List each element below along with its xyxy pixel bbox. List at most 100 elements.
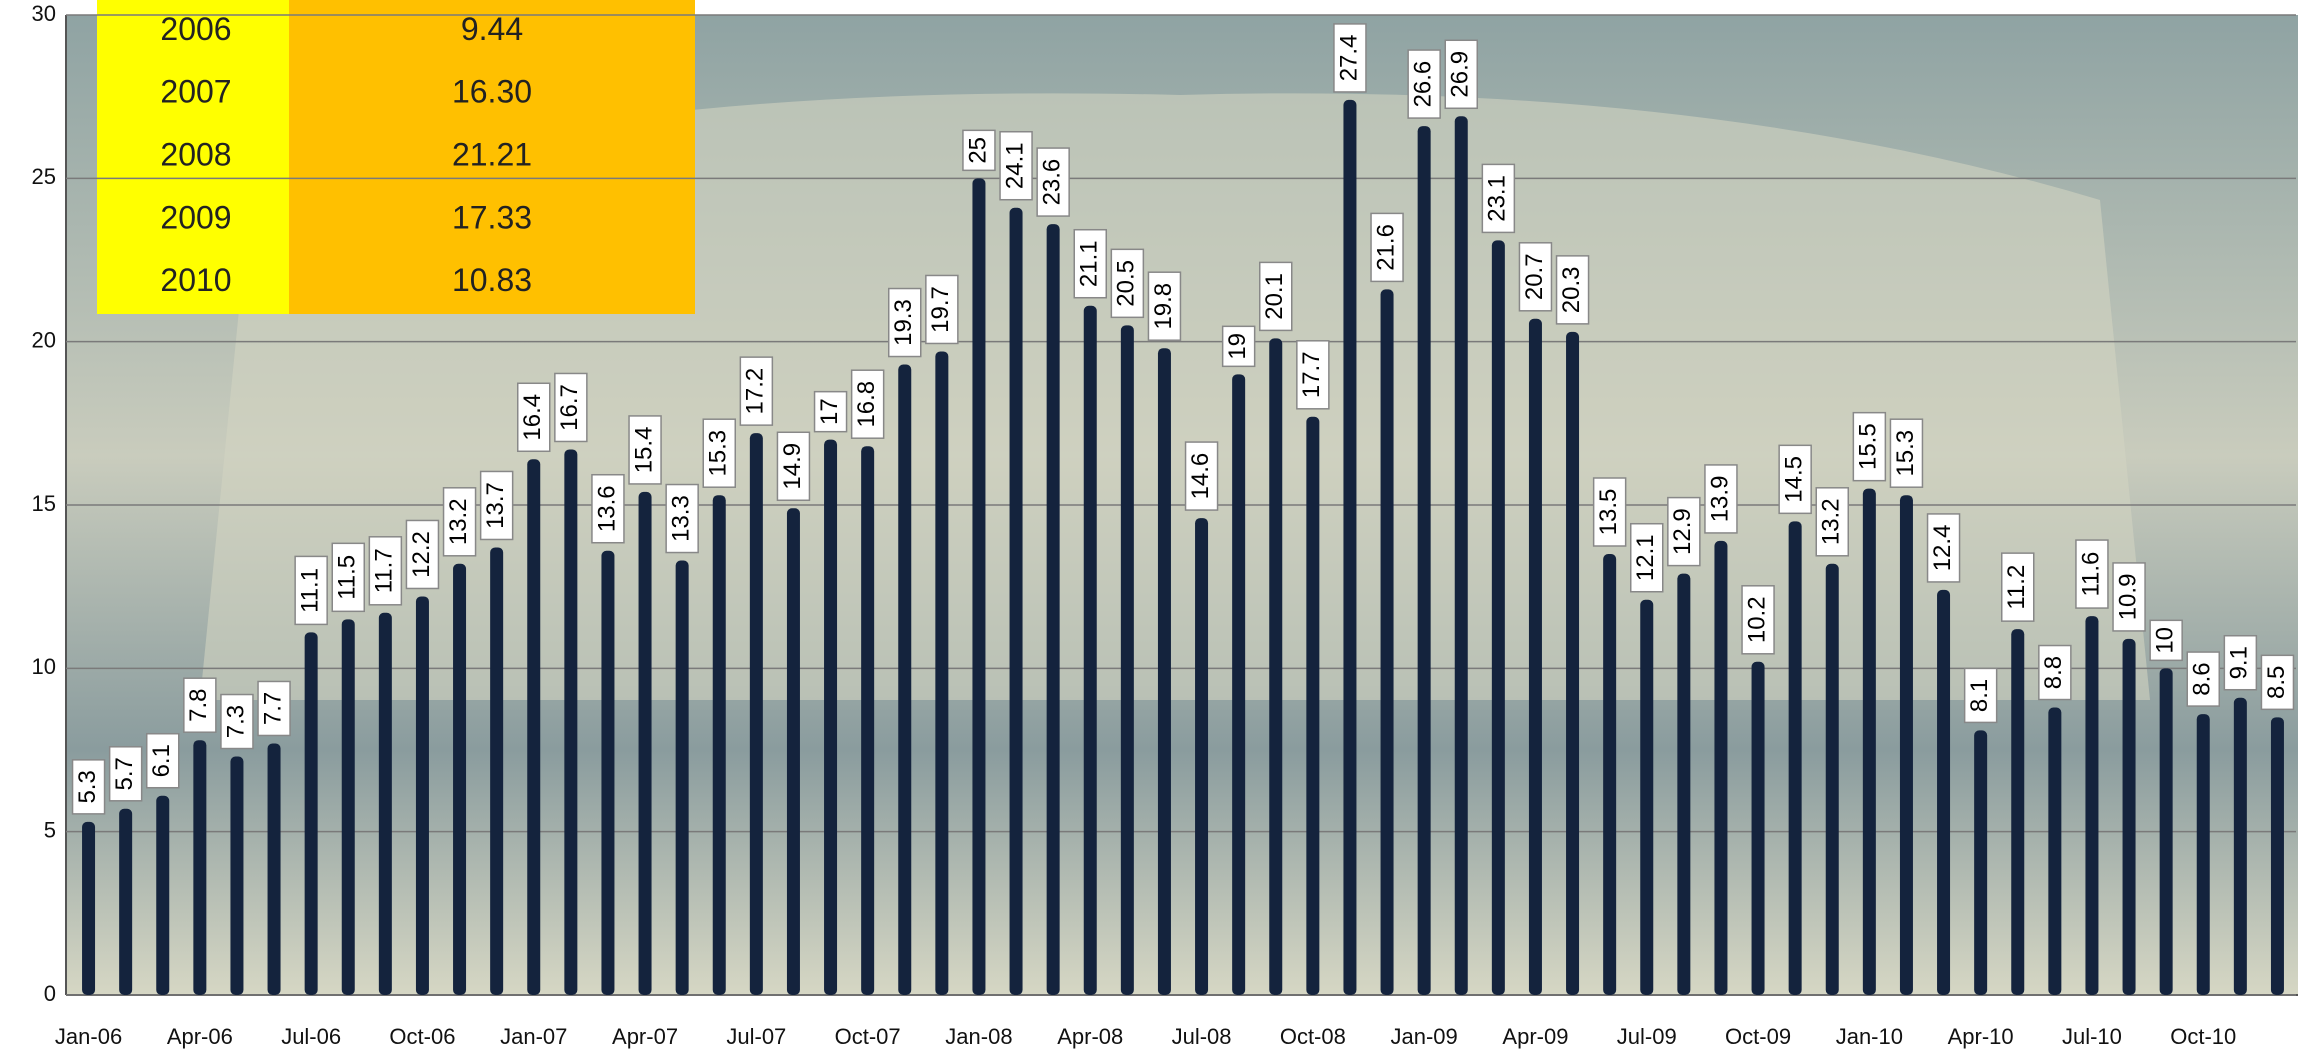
value-label-box (1444, 39, 1478, 110)
value-label: 16.8 (853, 381, 880, 428)
bar (1454, 116, 1468, 996)
bar (1714, 540, 1728, 995)
value-label-box (2038, 644, 2072, 701)
x-tick-label: Jan-06 (55, 1024, 122, 1049)
value-label: 15.3 (1892, 430, 1919, 477)
value-label-box (1036, 147, 1070, 217)
value-label: 11.1 (296, 568, 323, 613)
year-column (97, 0, 289, 314)
bar (786, 508, 800, 995)
bar (935, 351, 949, 995)
value-label: 11.5 (334, 555, 361, 600)
value-label-box (554, 372, 588, 443)
x-tick-label: Apr-09 (1502, 1024, 1568, 1049)
bar (824, 439, 838, 996)
bar (1862, 488, 1876, 995)
value-label: 19.7 (927, 286, 954, 333)
bar (1120, 325, 1134, 995)
value-label: 14.5 (1780, 456, 1807, 503)
x-tick-label: Apr-10 (1948, 1024, 2014, 1049)
value-label: 20.1 (1261, 273, 1288, 320)
value-label-box (331, 542, 365, 613)
value-label: 16.4 (519, 394, 546, 441)
value-label: 10.9 (2114, 574, 2141, 621)
x-tick-label: Apr-07 (612, 1024, 678, 1049)
bar (156, 795, 170, 995)
value-label: 6.1 (148, 744, 175, 777)
y-tick-label: 25 (32, 164, 56, 189)
value-label: 13.2 (445, 498, 472, 545)
value-label-box (2149, 619, 2183, 662)
value-label-box (1889, 418, 1924, 488)
value-label-box (442, 487, 477, 557)
bar (230, 756, 244, 995)
bar (898, 364, 912, 995)
bar (675, 560, 689, 995)
bar (193, 740, 207, 995)
bar (341, 619, 355, 995)
value-label-box (1259, 261, 1293, 332)
bar (1899, 495, 1913, 995)
value-label-box (962, 129, 996, 172)
value-label-box (108, 746, 143, 802)
bar (1083, 305, 1097, 995)
y-tick-label: 0 (44, 981, 56, 1006)
value-label-box (813, 390, 848, 433)
value-label: 10 (2151, 627, 2178, 654)
value-label-box (888, 287, 922, 358)
value-column (289, 0, 695, 314)
value-label-box (925, 274, 959, 345)
value-label-box (1407, 49, 1441, 119)
bar (2159, 668, 2173, 995)
bar (1417, 126, 1431, 996)
x-tick-label: Jan-10 (1836, 1024, 1903, 1049)
bar (415, 596, 429, 995)
bar (1195, 518, 1209, 995)
bar (861, 446, 875, 995)
value-label-box (220, 693, 254, 750)
bar (564, 449, 578, 995)
bar (1825, 563, 1839, 995)
value-label-box (1963, 667, 1998, 724)
value-label: 26.9 (1447, 51, 1474, 98)
value-label: 12.2 (408, 531, 435, 578)
x-tick-label: Oct-07 (835, 1024, 901, 1049)
y-tick-label: 5 (44, 817, 56, 842)
table-year: 2010 (160, 262, 231, 298)
bar (972, 178, 986, 996)
bar (2011, 629, 2025, 995)
value-label: 21.1 (1076, 240, 1103, 287)
value-label-box (146, 732, 180, 789)
value-label: 13.3 (667, 495, 694, 542)
bar (1306, 416, 1320, 995)
bar (304, 632, 318, 995)
bar (1232, 374, 1246, 995)
table-value: 16.30 (452, 74, 532, 110)
value-label-box (1481, 163, 1516, 234)
value-label: 14.9 (779, 443, 806, 490)
value-label-box (1741, 585, 1775, 655)
value-label-box (1518, 242, 1553, 312)
bar (2085, 616, 2099, 995)
value-label-box (2001, 552, 2035, 622)
value-label: 5.7 (111, 757, 138, 790)
value-label: 13.6 (593, 485, 620, 532)
value-label: 15.3 (705, 430, 732, 477)
value-label: 27.4 (1335, 35, 1362, 82)
value-label: 7.7 (259, 692, 286, 725)
value-label-box (2075, 539, 2109, 609)
value-label: 13.2 (1818, 498, 1845, 545)
value-label: 12.1 (1632, 534, 1659, 581)
x-tick-label: Jan-08 (945, 1024, 1012, 1049)
value-label: 23.6 (1038, 159, 1065, 206)
value-label-box (1926, 513, 1961, 583)
value-label: 9.1 (2226, 646, 2253, 679)
bar (2196, 714, 2210, 995)
value-label: 24.1 (1001, 142, 1028, 189)
bar (1491, 240, 1505, 995)
value-label: 11.6 (2077, 552, 2104, 597)
value-label: 26.6 (1409, 61, 1436, 108)
y-tick-label: 30 (32, 1, 56, 26)
value-label-box (591, 473, 625, 544)
